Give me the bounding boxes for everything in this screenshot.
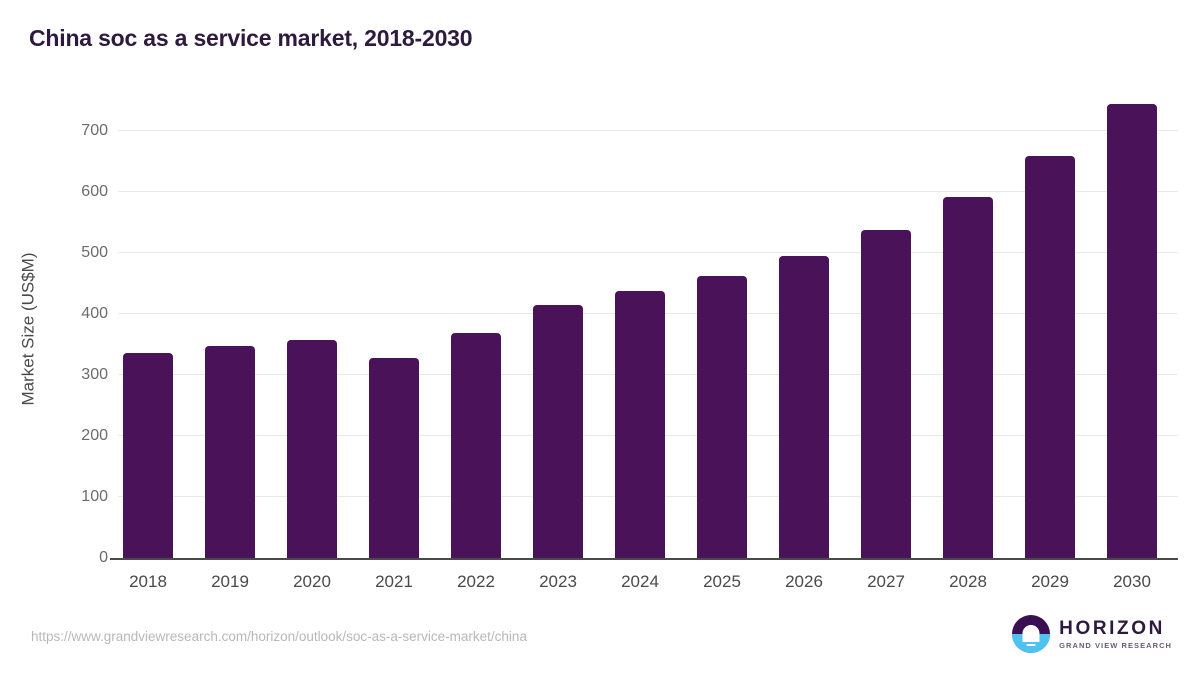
logo-ray-line-top [1023,638,1039,641]
page-title: China soc as a service market, 2018-2030 [29,25,473,51]
x-tick-label-2030: 2030 [1113,572,1151,591]
logo-water-shape [1012,634,1051,653]
x-tick-label-2021: 2021 [375,572,413,591]
bar-2024[interactable] [615,291,665,558]
y-tick-label: 300 [81,365,108,383]
bar-2020[interactable] [287,340,337,558]
bar-2027[interactable] [861,230,911,558]
logo-sun-shape [1022,624,1040,642]
source-url[interactable]: https://www.grandviewresearch.com/horizo… [31,629,527,644]
y-axis-label-container: Market Size (US$M) [14,100,44,558]
bar-2018[interactable] [123,352,173,558]
x-tick-label-2024: 2024 [621,572,659,591]
y-tick-label: 600 [81,182,108,200]
gridline [118,129,1178,131]
x-tick-label-2019: 2019 [211,572,249,591]
horizon-sunset-icon [1012,615,1051,653]
x-tick-label-2028: 2028 [949,572,987,591]
logo-wordmark: HORIZON [1059,617,1165,639]
y-tick-label: 500 [81,243,108,261]
y-tick-label: 200 [81,426,108,444]
bar-2028[interactable] [943,197,993,558]
logo-text-block: HORIZON GRAND VIEW RESEARCH [1059,619,1172,650]
x-tick-label-2020: 2020 [293,572,331,591]
gridline [118,251,1178,253]
bar-2019[interactable] [205,346,255,558]
bar-2021[interactable] [369,358,419,558]
bar-2029[interactable] [1025,156,1075,558]
y-tick-label: 700 [81,121,108,139]
x-tick-label-2023: 2023 [539,572,577,591]
logo-ray-line-bottom [1026,643,1036,646]
bar-2025[interactable] [697,276,747,558]
gridline [118,190,1178,192]
bar-2026[interactable] [779,256,829,558]
x-tick-label-2026: 2026 [785,572,823,591]
x-tick-label-2029: 2029 [1031,572,1069,591]
y-tick-label: 100 [81,487,108,505]
bar-2022[interactable] [451,332,501,558]
bar-2023[interactable] [533,304,583,558]
x-tick-label-2018: 2018 [129,572,167,591]
y-tick-label: 0 [99,549,108,566]
x-axis-line [110,558,1178,560]
x-tick-label-2025: 2025 [703,572,741,591]
y-tick-label: 400 [81,304,108,322]
y-axis-label: Market Size (US$M) [19,252,38,406]
bar-2030[interactable] [1107,103,1157,558]
x-tick-label-2022: 2022 [457,572,495,591]
horizon-logo[interactable]: HORIZON GRAND VIEW RESEARCH [1012,615,1172,653]
logo-tagline: GRAND VIEW RESEARCH [1059,640,1172,650]
x-tick-label-2027: 2027 [867,572,905,591]
plot-area [118,100,1178,558]
